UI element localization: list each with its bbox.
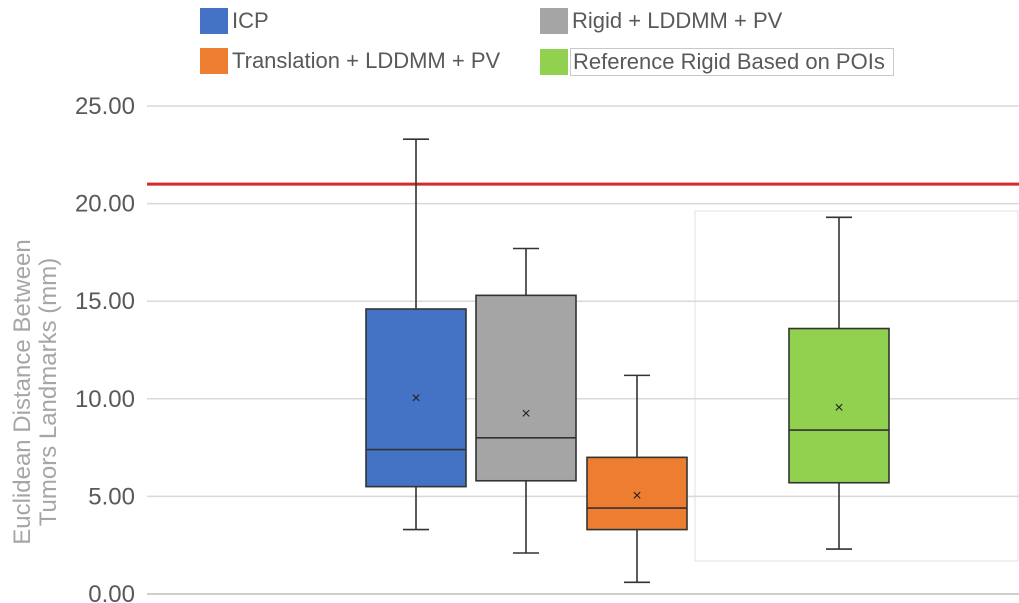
y-axis-ticks: 0.00 5.00 10.00 15.00 20.00 25.00 xyxy=(75,93,135,603)
y-tick-label: 0.00 xyxy=(88,581,135,603)
iqr-box xyxy=(475,294,577,482)
y-tick-label: 25.00 xyxy=(75,93,135,120)
box-icp: × xyxy=(365,138,467,531)
mean-marker: × xyxy=(411,390,420,407)
legend-label-icp: ICP xyxy=(232,8,269,33)
iqr-box xyxy=(788,327,890,484)
y-tick-label: 15.00 xyxy=(75,288,135,315)
iqr-box xyxy=(365,308,467,488)
y-tick-label: 5.00 xyxy=(88,483,135,510)
legend-item-translation: Translation + LDDMM + PV xyxy=(200,48,500,74)
legend-item-icp: ICP xyxy=(200,8,269,34)
gridlines xyxy=(147,105,1019,595)
y-tick-label: 10.00 xyxy=(75,386,135,413)
y-axis-title: Euclidean Distance Between Tumors Landma… xyxy=(9,182,62,602)
iqr-box xyxy=(586,456,688,531)
legend-swatch-rigid xyxy=(540,8,568,34)
legend-item-reference: Reference Rigid Based on POIs xyxy=(540,48,894,76)
legend-swatch-icp xyxy=(200,8,228,34)
boxes: × × × × xyxy=(365,138,890,584)
legend-swatch-translation xyxy=(200,48,228,74)
mean-marker: × xyxy=(521,405,530,422)
box-translation-lddmm-pv: × xyxy=(586,374,688,584)
y-tick-label: 20.00 xyxy=(75,191,135,218)
legend-label-reference: Reference Rigid Based on POIs xyxy=(570,48,894,76)
box-rigid-lddmm-pv: × xyxy=(475,247,577,554)
y-axis-title-line-1: Euclidean Distance Between xyxy=(9,239,36,545)
box-reference-rigid-based-on-pois: × xyxy=(788,216,890,550)
legend-label-translation: Translation + LDDMM + PV xyxy=(232,48,501,73)
legend-item-rigid: Rigid + LDDMM + PV xyxy=(540,8,782,34)
legend-label-rigid: Rigid + LDDMM + PV xyxy=(572,8,783,33)
legend-swatch-reference xyxy=(540,49,568,75)
y-axis-title-line-2: Tumors Landmarks (mm) xyxy=(35,257,62,527)
mean-marker: × xyxy=(834,400,843,417)
mean-marker: × xyxy=(632,487,641,504)
